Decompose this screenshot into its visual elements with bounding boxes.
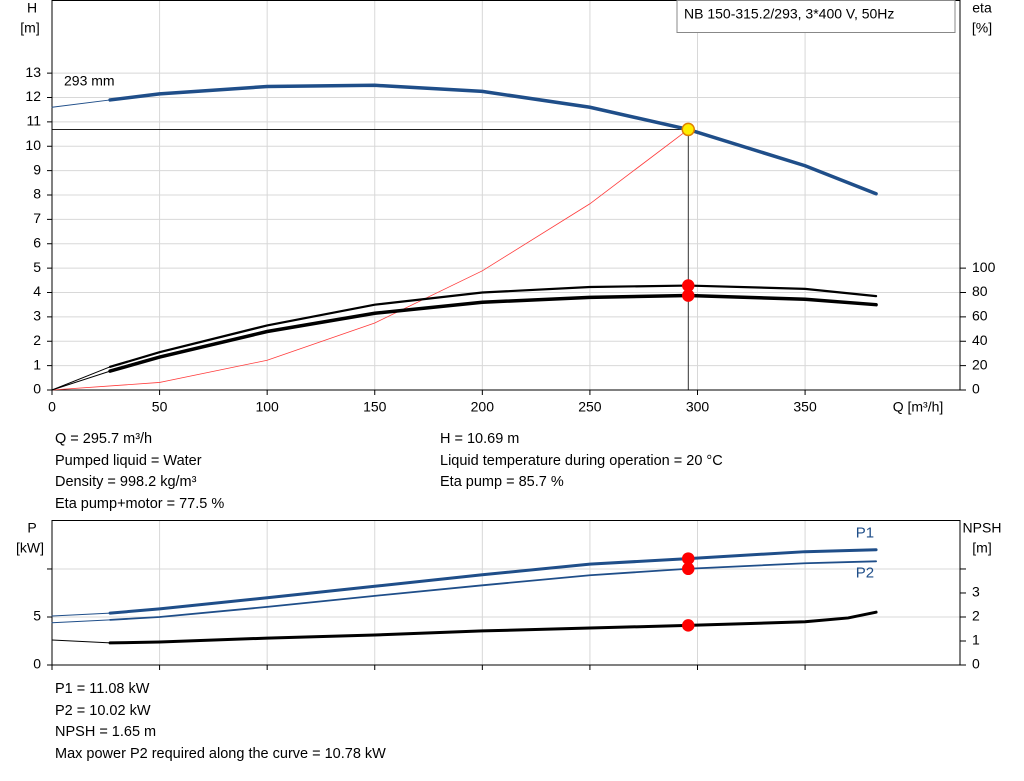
y2-tick-label: 100 bbox=[972, 259, 996, 275]
duty-point bbox=[681, 289, 695, 302]
curve bbox=[108, 610, 878, 645]
y-tick-label: 5 bbox=[33, 259, 41, 275]
chart-title: NB 150-315.2/293, 3*400 V, 50Hz bbox=[684, 6, 894, 22]
duty-point bbox=[681, 552, 695, 565]
y-tick-label: 6 bbox=[33, 234, 41, 250]
title-box bbox=[676, 0, 956, 33]
y2-tick-label: 1 bbox=[972, 632, 980, 648]
y-tick-label: 9 bbox=[33, 161, 41, 177]
info-top-right: H = 10.69 m Liquid temperature during ope… bbox=[440, 429, 723, 494]
y-tick-label: 0 bbox=[33, 381, 41, 397]
x-tick-label: 100 bbox=[255, 399, 279, 415]
y-tick-label: 1 bbox=[33, 356, 41, 372]
y-tick-label: 3 bbox=[33, 308, 41, 324]
curve bbox=[51, 129, 689, 391]
info-line: Density = 998.2 kg/m³ bbox=[55, 474, 197, 491]
curve bbox=[108, 83, 878, 196]
y-axis-label: H bbox=[27, 0, 37, 16]
curve bbox=[108, 293, 878, 373]
duty-point bbox=[681, 619, 695, 632]
y-tick-label: 10 bbox=[25, 137, 41, 153]
y-axis-label: P bbox=[27, 520, 36, 536]
y2-tick-label: 0 bbox=[972, 656, 980, 672]
y2-axis-label: eta bbox=[972, 0, 992, 16]
info-line: Eta pump = 85.7 % bbox=[440, 474, 564, 491]
y2-tick-label: 20 bbox=[972, 356, 988, 372]
y-tick-label: 11 bbox=[26, 113, 41, 129]
info-line: Max power P2 required along the curve = … bbox=[55, 745, 386, 762]
info-line: P1 = 11.08 kW bbox=[55, 681, 150, 697]
curve bbox=[51, 366, 111, 391]
x-tick-label: 300 bbox=[686, 399, 710, 415]
curve-annotation: 293 mm bbox=[64, 73, 115, 89]
y2-tick-label: 3 bbox=[972, 584, 980, 600]
x-tick-label: 200 bbox=[471, 399, 495, 415]
x-tick-label: 0 bbox=[48, 399, 56, 415]
y-axis-unit: [m] bbox=[20, 20, 39, 36]
y2-tick-label: 2 bbox=[972, 608, 980, 624]
info-top-left: Q = 295.7 m³/h Pumped liquid = Water Densi… bbox=[55, 429, 224, 515]
info-bottom: P1 = 11.08 kW P2 = 10.02 kW NPSH = 1.65 m M… bbox=[55, 679, 386, 765]
info-line: Liquid temperature during operation = 20… bbox=[440, 452, 723, 469]
y2-tick-label: 40 bbox=[972, 332, 988, 348]
duty-point bbox=[681, 562, 695, 576]
x-tick-label: 350 bbox=[793, 399, 817, 415]
x-tick-label: 50 bbox=[152, 399, 168, 415]
duty-point bbox=[681, 122, 695, 137]
y2-tick-label: 60 bbox=[972, 308, 988, 324]
y-tick-label: 2 bbox=[33, 332, 41, 348]
y2-tick-label: 0 bbox=[972, 381, 980, 397]
y-tick-label: 7 bbox=[33, 210, 41, 226]
y-axis-unit: [kW] bbox=[16, 540, 44, 556]
curve bbox=[51, 370, 111, 391]
curve bbox=[108, 548, 878, 615]
plot-frame bbox=[51, 520, 961, 666]
info-line: H = 10.69 m bbox=[440, 431, 520, 447]
info-line: Q = 295.7 m³/h bbox=[55, 431, 153, 447]
y2-axis-unit: [%] bbox=[972, 20, 992, 36]
y-tick-label: 8 bbox=[33, 186, 41, 202]
x-tick-label: 250 bbox=[578, 399, 602, 415]
curve bbox=[51, 612, 111, 617]
x-tick-label: 150 bbox=[363, 399, 387, 415]
y-tick-label: 4 bbox=[33, 283, 41, 299]
curve bbox=[51, 99, 111, 108]
y-tick-label: 13 bbox=[25, 64, 41, 80]
y2-axis-unit: [m] bbox=[972, 540, 991, 556]
curve bbox=[108, 284, 878, 368]
y-tick-label: 0 bbox=[33, 656, 41, 672]
curve bbox=[51, 639, 111, 644]
info-line: NPSH = 1.65 m bbox=[55, 724, 157, 741]
y2-axis-label: NPSH bbox=[963, 520, 1002, 536]
plot-frame bbox=[51, 0, 961, 391]
info-line: Pumped liquid = Water bbox=[55, 452, 202, 469]
x-axis-label: Q [m³/h] bbox=[893, 399, 944, 415]
info-line: Eta pump+motor = 77.5 % bbox=[55, 495, 225, 512]
y-tick-label: 5 bbox=[33, 608, 41, 624]
curve bbox=[51, 619, 111, 624]
curve bbox=[109, 560, 877, 621]
series-label: P2 bbox=[856, 564, 874, 581]
info-line: P2 = 10.02 kW bbox=[55, 702, 151, 719]
series-label: P1 bbox=[856, 525, 874, 542]
y2-tick-label: 80 bbox=[972, 283, 988, 299]
y-tick-label: 12 bbox=[25, 88, 41, 104]
